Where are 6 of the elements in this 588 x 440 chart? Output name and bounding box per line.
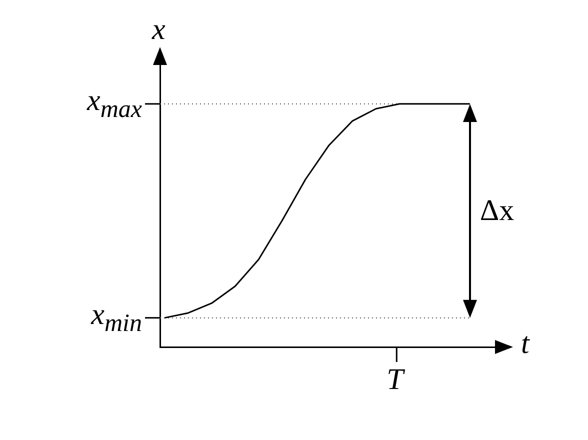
text: Δx bbox=[480, 194, 514, 227]
text: x$_{min}$ bbox=[91, 298, 142, 337]
y-axis-title: x bbox=[152, 13, 166, 46]
text: x$_{max}$ bbox=[87, 84, 142, 123]
x-axis-title: t bbox=[521, 327, 530, 360]
text: T bbox=[386, 363, 404, 396]
